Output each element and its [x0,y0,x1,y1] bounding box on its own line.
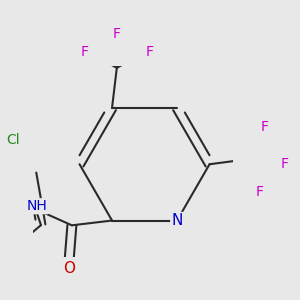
Text: F: F [255,185,263,199]
Text: Cl: Cl [6,133,20,147]
Text: F: F [80,44,88,58]
Text: F: F [281,157,289,171]
Text: NH: NH [27,199,48,213]
Text: F: F [145,44,153,58]
Text: N: N [171,213,183,228]
Text: O: O [63,261,75,276]
Text: F: F [113,27,121,41]
Text: F: F [261,120,269,134]
